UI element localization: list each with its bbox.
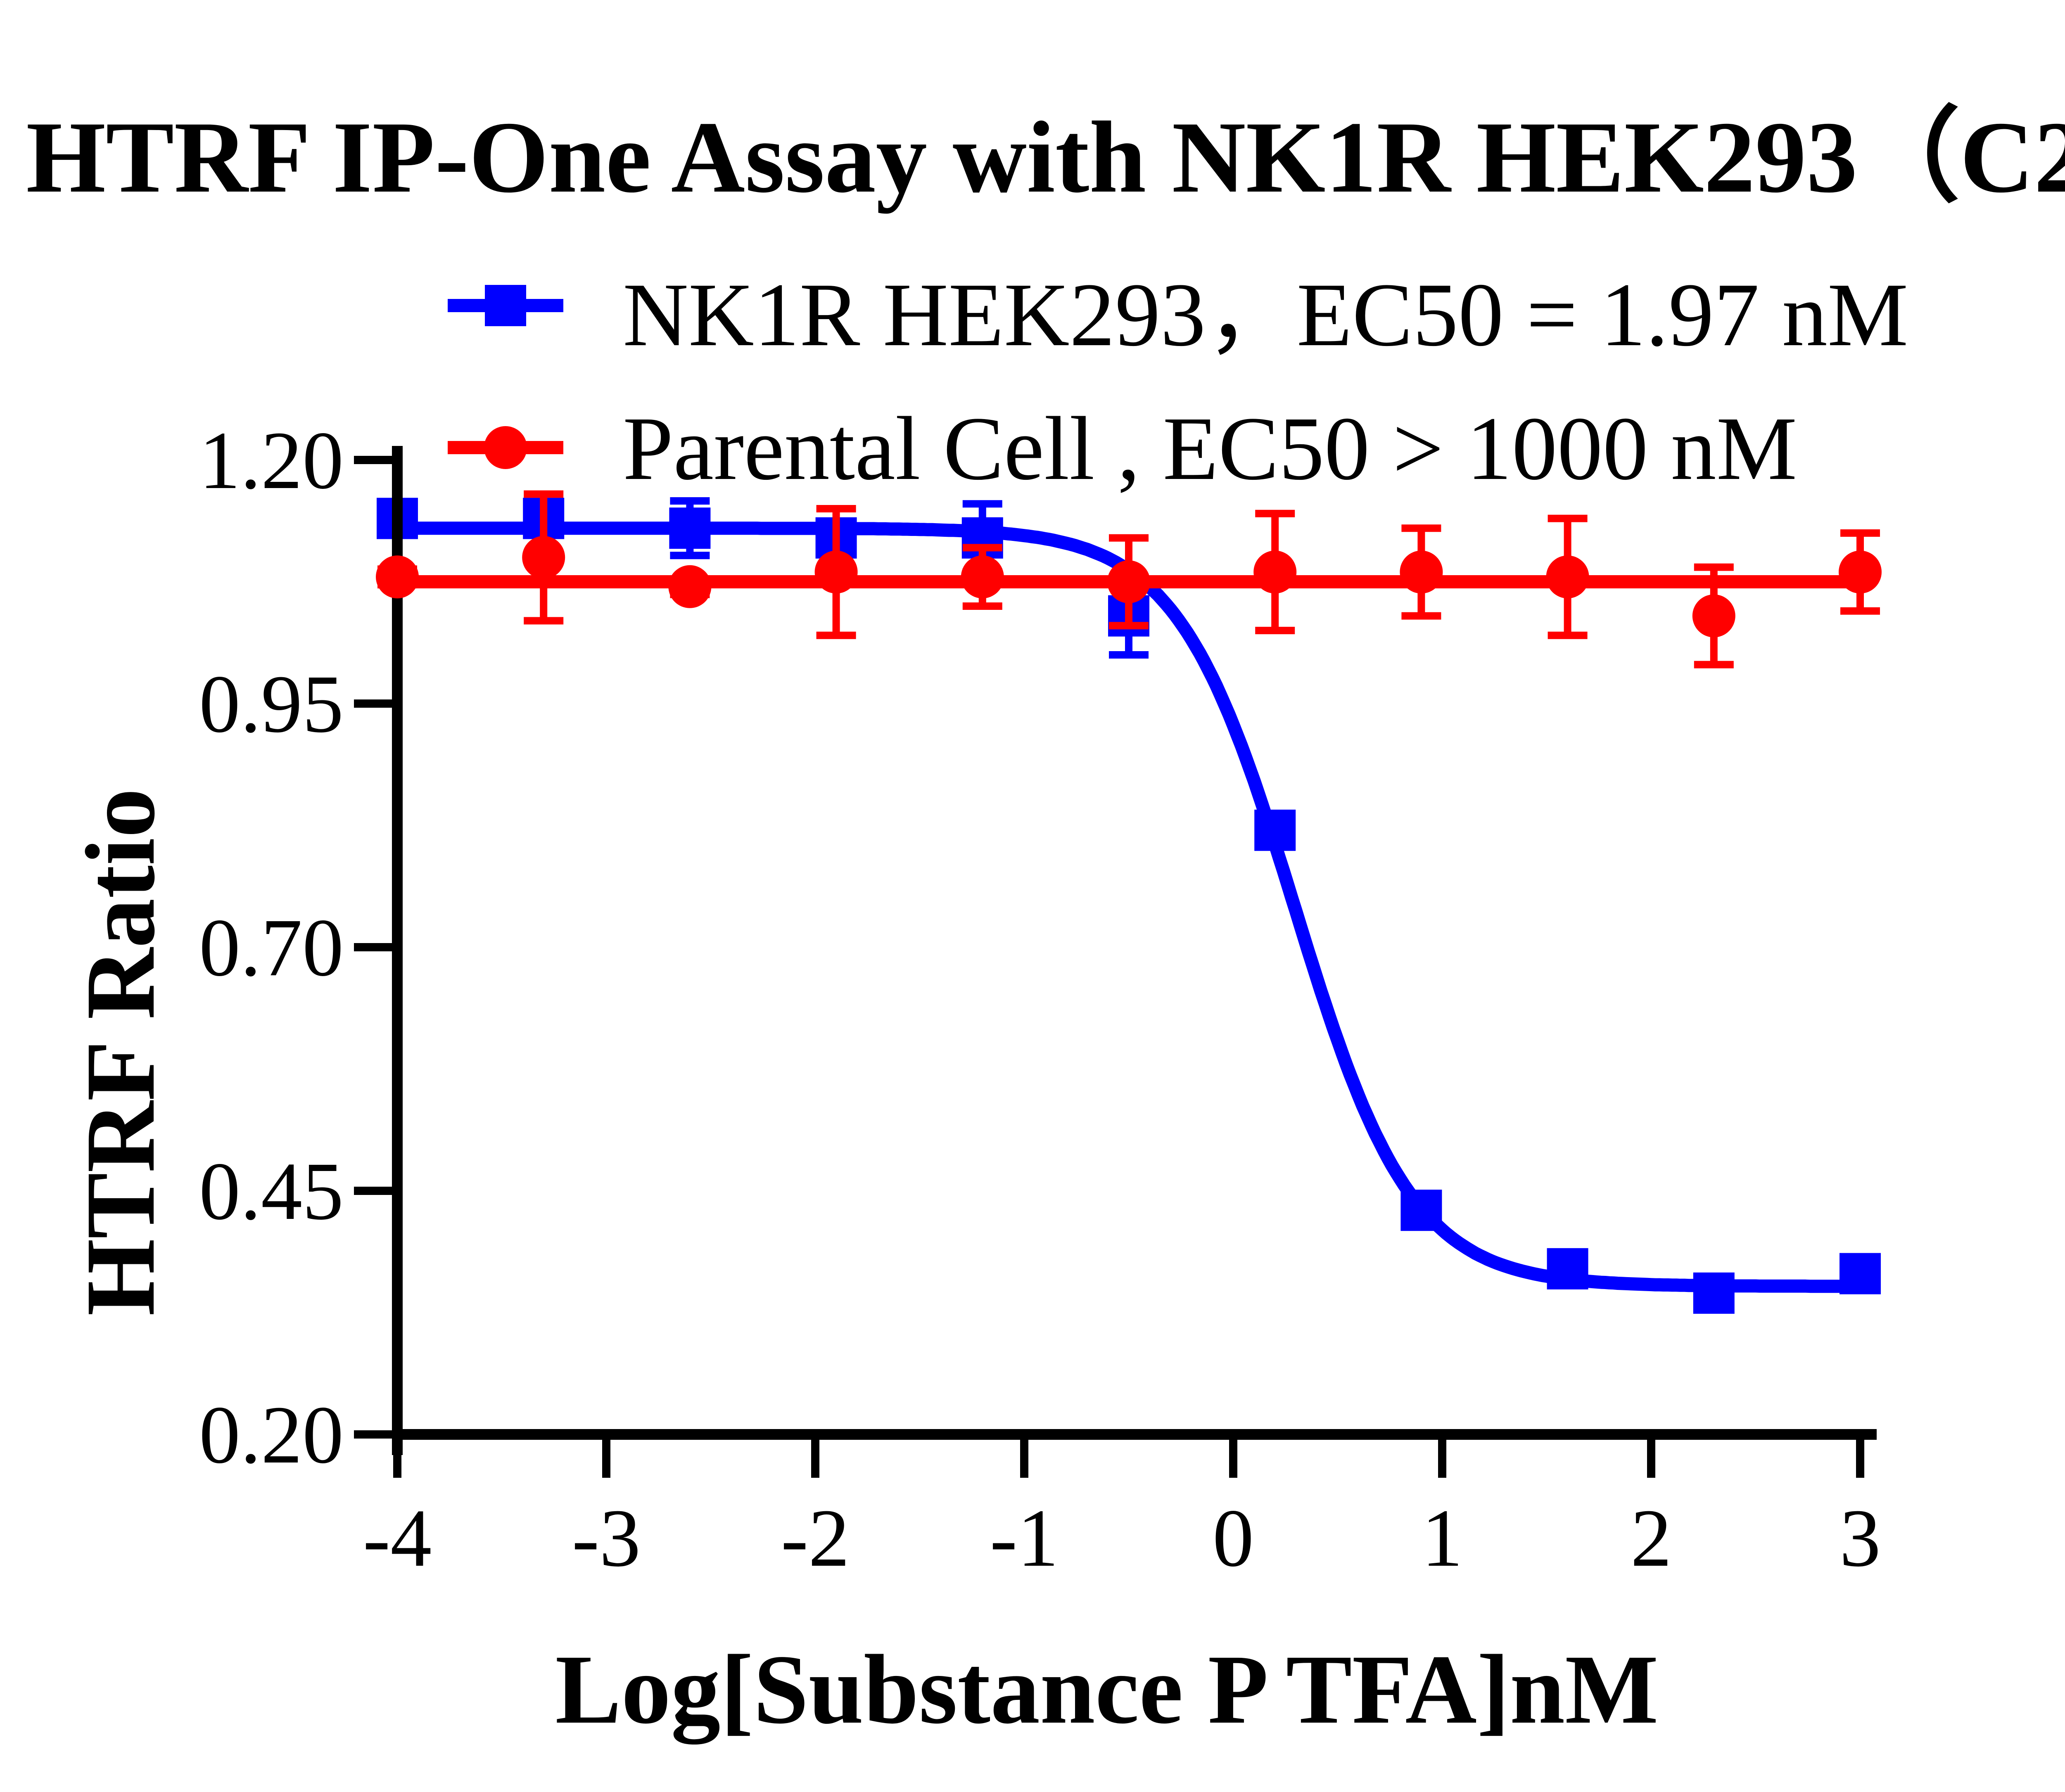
x-tick-label: 2 xyxy=(1631,1493,1672,1584)
x-tick-label: -4 xyxy=(363,1493,432,1584)
data-point-marker xyxy=(1839,550,1882,594)
y-tick-label: 0.20 xyxy=(199,1389,344,1481)
data-point-marker xyxy=(522,536,565,579)
data-point-marker xyxy=(961,555,1004,599)
data-point-marker xyxy=(814,550,858,594)
x-axis-title: Log[Substance P TFA]nM xyxy=(555,1634,1658,1745)
y-tick-label: 1.20 xyxy=(199,415,344,506)
data-point-marker xyxy=(1546,555,1589,599)
x-tick-label: 1 xyxy=(1422,1493,1463,1584)
legend-label-parental: Parental Cell , EC50 > 1000 nM xyxy=(623,397,1797,498)
x-tick-label: -2 xyxy=(781,1493,850,1584)
data-point-marker xyxy=(1547,1248,1588,1289)
legend-item-parental: Parental Cell , EC50 > 1000 nM xyxy=(443,390,1908,505)
x-tick-label: -1 xyxy=(990,1493,1059,1584)
x-tick-label: 0 xyxy=(1213,1493,1254,1584)
chart-layer: -4 -3 -2 -1 0 1 2 3 1.20 0.95 0.70 0.45 0.20 xyxy=(199,415,1882,1584)
data-point-marker xyxy=(376,555,419,599)
data-point-marker xyxy=(1400,550,1443,594)
x-tick-label: 3 xyxy=(1840,1493,1881,1584)
data-point-marker xyxy=(1693,1272,1735,1314)
chart-title: HTRF IP-One Assay with NK1R HEK293（C2） xyxy=(26,102,2065,215)
legend-item-nk1r: NK1R HEK293，EC50 = 1.97 nM xyxy=(443,248,1908,365)
data-point-marker xyxy=(1107,560,1150,603)
y-tick-label: 0.95 xyxy=(199,659,344,750)
legend-label-nk1r: NK1R HEK293，EC50 = 1.97 nM xyxy=(623,264,1908,365)
data-point-marker xyxy=(1692,594,1735,638)
data-point-marker xyxy=(1400,1190,1442,1231)
data-point-marker xyxy=(1253,550,1297,594)
y-axis-title: HTRF Ratio xyxy=(65,788,175,1316)
legend-marker-circle-icon xyxy=(448,426,563,469)
data-point-marker xyxy=(1840,1253,1881,1294)
legend-marker-square-icon xyxy=(448,285,563,326)
y-tick-label: 0.45 xyxy=(199,1146,344,1237)
y-tick-label: 0.70 xyxy=(199,902,344,993)
data-point-marker xyxy=(668,565,712,608)
legend: NK1R HEK293，EC50 = 1.97 nM Parental Cell… xyxy=(443,248,1908,532)
data-point-marker xyxy=(1254,809,1296,851)
data-point-marker xyxy=(669,507,711,549)
x-tick-label: -3 xyxy=(572,1493,641,1584)
